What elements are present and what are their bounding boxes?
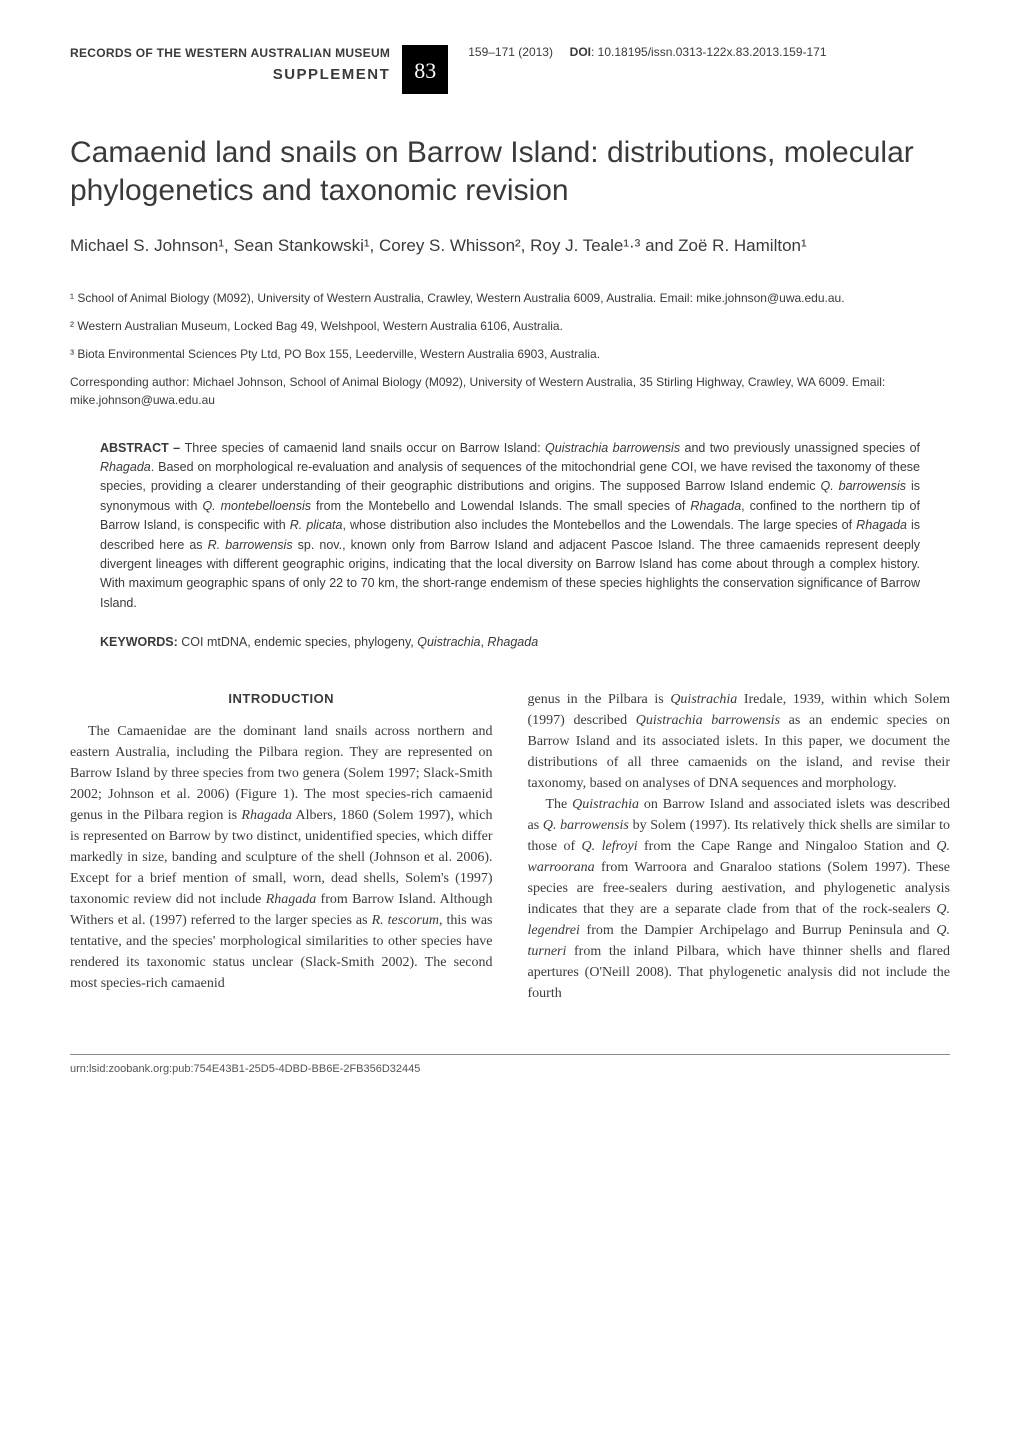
abstract-text-7: , whose distribution also includes the M… <box>342 518 856 532</box>
keywords-italic-1: Quistrachia <box>417 635 480 649</box>
pages-doi: 159–171 (2013) DOI: 10.18195/issn.0313-1… <box>448 45 950 59</box>
article-title: Camaenid land snails on Barrow Island: d… <box>70 134 950 209</box>
journal-name: RECORDS OF THE WESTERN AUSTRALIAN MUSEUM <box>70 45 390 62</box>
affiliation-2: ² Western Australian Museum, Locked Bag … <box>70 317 950 335</box>
corresponding-author: Corresponding author: Michael Johnson, S… <box>70 373 950 409</box>
introduction-heading: INTRODUCTION <box>70 689 493 709</box>
journal-name-block: RECORDS OF THE WESTERN AUSTRALIAN MUSEUM… <box>70 45 402 85</box>
footer-urn: urn:lsid:zoobank.org:pub:754E43B1-25D5-4… <box>70 1054 950 1075</box>
abstract-text-2: and two previously unassigned species of <box>680 441 920 455</box>
affiliation-1: ¹ School of Animal Biology (M092), Unive… <box>70 289 950 307</box>
abstract-italic-2: Rhagada <box>100 460 151 474</box>
abstract-block: ABSTRACT – Three species of camaenid lan… <box>70 439 950 613</box>
affiliations-block: ¹ School of Animal Biology (M092), Unive… <box>70 289 950 409</box>
journal-header: RECORDS OF THE WESTERN AUSTRALIAN MUSEUM… <box>70 45 950 94</box>
keywords-label: KEYWORDS: <box>100 635 181 649</box>
left-column: INTRODUCTION The Camaenidae are the domi… <box>70 689 493 1004</box>
supplement-label: SUPPLEMENT <box>70 64 390 85</box>
authors-line: Michael S. Johnson¹, Sean Stankowski¹, C… <box>70 234 950 259</box>
issue-number-box: 83 <box>402 45 448 94</box>
abstract-text-3: . Based on morphological re-evaluation a… <box>100 460 920 493</box>
affiliation-3: ³ Biota Environmental Sciences Pty Ltd, … <box>70 345 950 363</box>
abstract-italic-5: Rhagada <box>690 499 741 513</box>
keywords-block: KEYWORDS: COI mtDNA, endemic species, ph… <box>70 635 950 649</box>
abstract-italic-8: R. barrowensis <box>208 538 293 552</box>
body-two-column: INTRODUCTION The Camaenidae are the domi… <box>70 689 950 1004</box>
intro-paragraph-1-cont: genus in the Pilbara is Quistrachia Ired… <box>528 689 951 794</box>
doi-value: : 10.18195/issn.0313-122x.83.2013.159-17… <box>591 45 827 59</box>
abstract-italic-6: R. plicata <box>290 518 343 532</box>
abstract-label: ABSTRACT – <box>100 441 185 455</box>
abstract-italic-4: Q. montebelloensis <box>202 499 311 513</box>
abstract-italic-3: Q. barrowensis <box>820 479 906 493</box>
abstract-italic-7: Rhagada <box>856 518 907 532</box>
keywords-text-1: COI mtDNA, endemic species, phylogeny, <box>181 635 417 649</box>
abstract-text-1: Three species of camaenid land snails oc… <box>185 441 545 455</box>
intro-paragraph-1: The Camaenidae are the dominant land sna… <box>70 721 493 994</box>
doi-label: DOI <box>570 45 591 59</box>
page-range: 159–171 (2013) <box>468 45 553 59</box>
keywords-italic-2: Rhagada <box>487 635 538 649</box>
intro-paragraph-2: The Quistrachia on Barrow Island and ass… <box>528 794 951 1004</box>
abstract-italic-1: Quistrachia barrowensis <box>545 441 680 455</box>
right-column: genus in the Pilbara is Quistrachia Ired… <box>528 689 951 1004</box>
abstract-text-5: from the Montebello and Lowendal Islands… <box>311 499 690 513</box>
